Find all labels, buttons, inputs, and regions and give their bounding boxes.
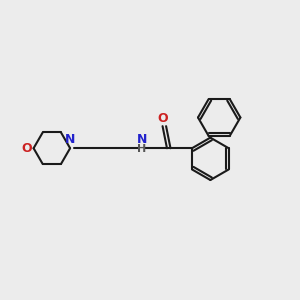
Text: O: O [22,142,32,155]
Text: N: N [137,133,147,146]
Text: O: O [157,112,168,125]
Text: H: H [137,143,147,154]
Text: N: N [65,133,75,146]
